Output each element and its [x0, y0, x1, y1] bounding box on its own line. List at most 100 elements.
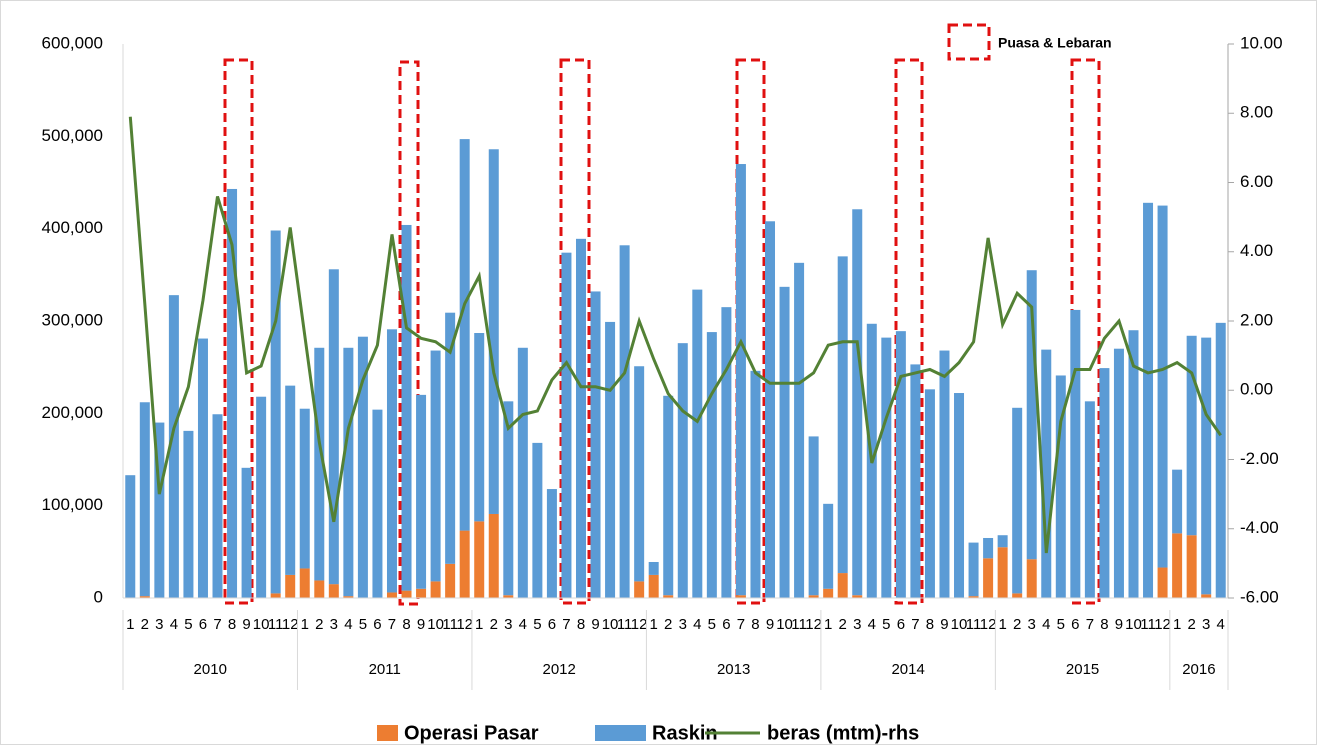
bar	[1070, 309, 1081, 598]
x-tick-label: 10	[602, 616, 619, 633]
x-tick-label: 1	[824, 616, 832, 633]
x-tick-label: 5	[533, 616, 541, 633]
x-tick-label: 7	[1086, 616, 1094, 633]
bar	[1026, 270, 1037, 560]
highlight-box	[398, 60, 420, 606]
x-tick-label: 3	[1028, 616, 1036, 633]
x-tick-label: 9	[766, 616, 774, 633]
bar	[735, 164, 746, 596]
bar	[357, 336, 368, 598]
x-tick-label: 7	[911, 616, 919, 633]
bar	[939, 350, 950, 598]
x-tick-label: 11	[1140, 616, 1156, 633]
bar	[459, 139, 470, 531]
bar	[765, 221, 776, 598]
bar	[183, 430, 194, 598]
highlight-box	[559, 58, 591, 605]
x-tick-label: 8	[577, 616, 585, 633]
x-tick-label: 7	[737, 616, 745, 633]
x-tick-label: 6	[722, 616, 730, 633]
bar	[968, 596, 979, 598]
x-tick-label: 4	[1217, 616, 1225, 633]
y-tick-label: 0	[94, 587, 103, 606]
x-tick-label: 6	[897, 616, 905, 633]
bar	[852, 209, 863, 596]
bar	[575, 238, 586, 598]
bar	[823, 588, 834, 598]
x-tick-label: 8	[228, 616, 236, 633]
bar	[1186, 335, 1197, 536]
x-tick-label: 11	[617, 616, 633, 633]
x-tick-label: 12	[805, 616, 822, 633]
x-tick-label: 12	[631, 616, 648, 633]
bar	[997, 535, 1008, 548]
bar	[430, 350, 441, 582]
x-tick-label: 4	[1042, 616, 1050, 633]
bar	[503, 595, 514, 598]
bar	[1157, 205, 1168, 568]
bar	[1201, 337, 1212, 595]
x-tick-label: 2	[1187, 616, 1195, 633]
annotation-label: Puasa & Lebaran	[998, 35, 1112, 51]
bar	[692, 289, 703, 598]
bar	[983, 558, 994, 598]
y-tick-label: 100,000	[42, 495, 103, 514]
bar	[663, 595, 674, 598]
x-tick-label: 9	[1115, 616, 1123, 633]
bar	[197, 338, 208, 598]
x-tick-label: 3	[155, 616, 163, 633]
bar	[139, 402, 150, 597]
bar	[735, 595, 746, 598]
x-tick-label: 1	[1173, 616, 1181, 633]
x-tick-label: 5	[184, 616, 192, 633]
x-tick-label: 3	[853, 616, 861, 633]
year-label: 2011	[369, 661, 401, 678]
bar	[532, 442, 543, 598]
y2-tick-label: -2.00	[1240, 449, 1279, 468]
x-tick-label: 9	[417, 616, 425, 633]
x-tick-label: 8	[402, 616, 410, 633]
x-tick-label: 4	[693, 616, 701, 633]
bar	[881, 337, 892, 598]
y-tick-label: 500,000	[42, 126, 103, 145]
year-label: 2010	[194, 661, 227, 678]
bar	[168, 295, 179, 598]
bar	[968, 542, 979, 597]
legend-label: Raskin	[652, 722, 718, 744]
x-tick-label: 5	[882, 616, 890, 633]
bar	[1012, 593, 1023, 598]
bar	[1041, 349, 1052, 598]
bar	[852, 595, 863, 598]
x-tick-label: 2	[315, 616, 323, 633]
bar	[299, 408, 310, 569]
bar	[808, 595, 819, 598]
bar	[212, 414, 223, 598]
bar	[634, 366, 645, 582]
legend-label: beras (mtm)-rhs	[767, 722, 919, 744]
x-tick-label: 2	[141, 616, 149, 633]
bar	[416, 394, 427, 589]
x-tick-label: 2	[1013, 616, 1021, 633]
bar	[401, 590, 412, 598]
bar	[1172, 533, 1183, 598]
bar	[794, 262, 805, 598]
bar	[285, 574, 296, 598]
y-tick-label: 200,000	[42, 403, 103, 422]
y2-tick-label: 0.00	[1240, 380, 1273, 399]
y-tick-label: 300,000	[42, 310, 103, 329]
x-tick-label: 1	[126, 616, 134, 633]
x-tick-label: 7	[388, 616, 396, 633]
bar	[910, 364, 921, 598]
x-tick-label: 2	[490, 616, 498, 633]
annotation-legend-box	[947, 23, 991, 61]
x-tick-label: 10	[951, 616, 968, 633]
bar	[488, 149, 499, 514]
year-label: 2015	[1066, 661, 1099, 678]
bar	[285, 385, 296, 575]
bar	[1084, 401, 1095, 598]
bar	[445, 312, 456, 564]
x-tick-label: 10	[776, 616, 793, 633]
x-tick-label: 6	[373, 616, 381, 633]
y2-tick-label: 6.00	[1240, 172, 1273, 191]
